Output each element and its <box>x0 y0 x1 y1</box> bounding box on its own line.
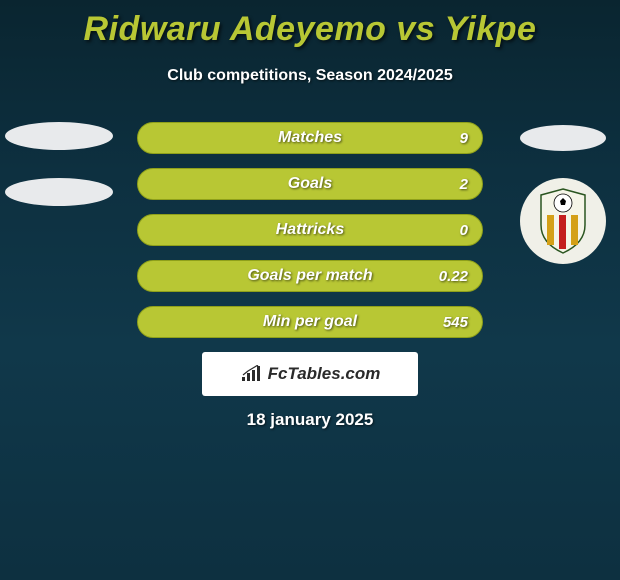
page-title: Ridwaru Adeyemo vs Yikpe <box>0 0 620 49</box>
watermark: FcTables.com <box>202 352 418 396</box>
bar-label: Hattricks <box>276 221 344 239</box>
date-text: 18 january 2025 <box>0 410 620 430</box>
bar-min-per-goal: Min per goal 545 <box>137 306 483 338</box>
bar-label: Min per goal <box>263 313 357 331</box>
bar-value: 9 <box>460 130 468 147</box>
right-ellipse-top <box>520 125 606 151</box>
stats-bars: Matches 9 Goals 2 Hattricks 0 Goals per … <box>137 122 483 352</box>
bar-value: 0.22 <box>439 268 468 285</box>
bar-goals-per-match: Goals per match 0.22 <box>137 260 483 292</box>
watermark-text: FcTables.com <box>268 364 381 384</box>
club-circle <box>520 178 606 264</box>
bar-hattricks: Hattricks 0 <box>137 214 483 246</box>
bar-label: Goals per match <box>247 267 372 285</box>
left-ellipse-1 <box>5 122 113 150</box>
watermark-chart-icon <box>240 365 262 383</box>
subtitle: Club competitions, Season 2024/2025 <box>0 67 620 85</box>
bar-label: Goals <box>288 175 332 193</box>
left-ellipse-2 <box>5 178 113 206</box>
left-player-placeholder <box>5 122 113 234</box>
bar-goals: Goals 2 <box>137 168 483 200</box>
bar-value: 545 <box>443 314 468 331</box>
bar-value: 0 <box>460 222 468 239</box>
bar-value: 2 <box>460 176 468 193</box>
bar-matches: Matches 9 <box>137 122 483 154</box>
club-logo-icon <box>537 187 589 255</box>
bar-label: Matches <box>278 129 342 147</box>
